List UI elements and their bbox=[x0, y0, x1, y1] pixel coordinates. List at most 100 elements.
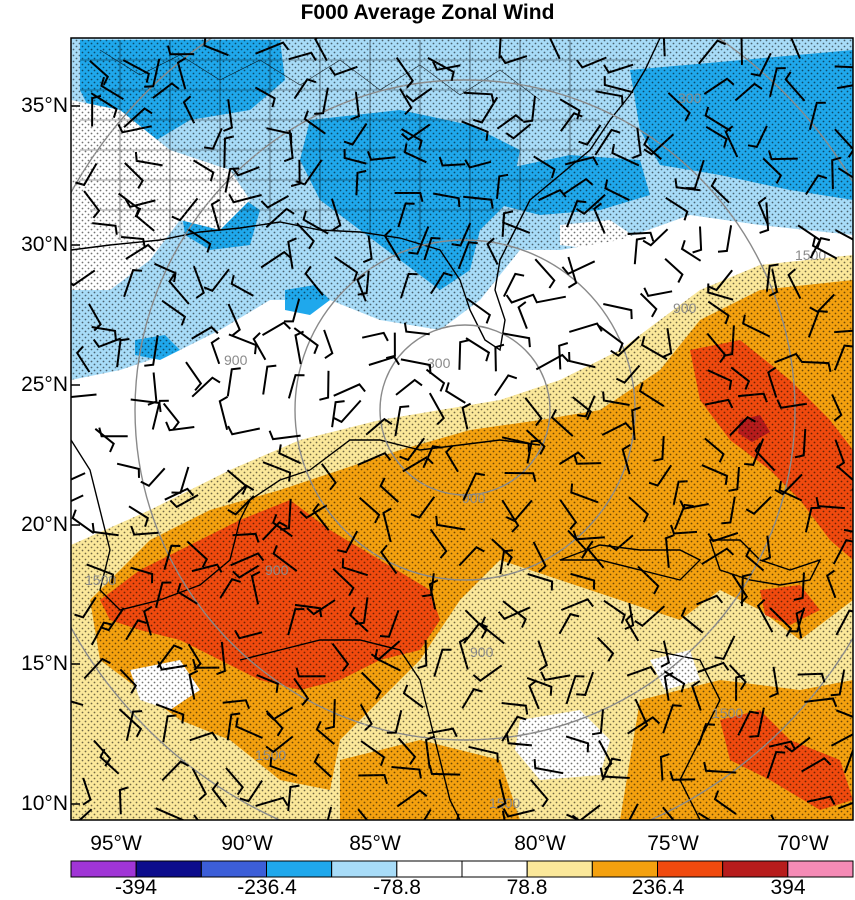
wind-barb bbox=[250, 571, 261, 605]
wind-barb bbox=[320, 463, 337, 491]
wind-barb bbox=[332, 567, 355, 597]
wind-barb bbox=[461, 120, 489, 141]
wind-barb bbox=[784, 736, 811, 753]
wind-barb bbox=[575, 194, 606, 215]
wind-barb bbox=[163, 544, 181, 570]
wind-barb bbox=[664, 257, 684, 283]
wind-barb bbox=[797, 672, 826, 683]
wind-barb bbox=[323, 329, 334, 360]
wind-barb bbox=[331, 400, 345, 428]
wind-barb bbox=[427, 727, 458, 738]
wind-barb bbox=[299, 504, 328, 519]
wind-barb bbox=[769, 607, 793, 637]
wind-barb bbox=[517, 301, 528, 329]
wind-barb bbox=[473, 96, 499, 124]
wind-barb bbox=[176, 582, 198, 605]
wind-barb bbox=[468, 745, 499, 763]
wind-barb bbox=[804, 506, 821, 533]
wind-barb bbox=[71, 700, 84, 707]
wind-barb bbox=[319, 370, 330, 401]
wind-barb bbox=[438, 156, 466, 167]
wind-barb bbox=[128, 505, 149, 527]
wind-barb bbox=[595, 90, 624, 106]
wind-barb bbox=[745, 547, 765, 572]
wind-barb bbox=[98, 427, 128, 438]
wind-barb bbox=[295, 159, 323, 186]
wind-barb bbox=[729, 416, 756, 437]
wind-barb bbox=[680, 607, 704, 634]
wind-barb bbox=[333, 399, 362, 424]
wind-barb bbox=[391, 766, 422, 779]
wind-barb bbox=[232, 532, 260, 543]
wind-barb bbox=[165, 421, 195, 432]
wind-barb bbox=[256, 674, 279, 693]
wind-barb bbox=[152, 82, 180, 99]
wind-barb bbox=[734, 82, 763, 102]
wind-barb bbox=[599, 767, 630, 779]
wind-barb bbox=[119, 668, 138, 694]
wind-barb bbox=[402, 684, 424, 709]
ring-label: 1500 bbox=[85, 572, 116, 588]
wind-barb bbox=[615, 364, 641, 384]
wind-barb bbox=[501, 702, 529, 715]
wind-barb bbox=[130, 525, 159, 536]
ring-label: 1500 bbox=[255, 747, 286, 763]
wind-barb bbox=[324, 699, 336, 730]
wind-barb bbox=[176, 57, 187, 90]
wind-barb bbox=[602, 391, 630, 406]
wind-barb bbox=[306, 599, 336, 616]
wind-barb bbox=[457, 241, 478, 270]
wind-barb bbox=[154, 262, 177, 283]
wind-barb bbox=[219, 578, 241, 599]
wind-barb bbox=[565, 200, 587, 228]
wind-barb bbox=[497, 606, 531, 621]
stipple-north bbox=[71, 38, 853, 380]
wind-barb bbox=[663, 670, 686, 693]
wind-barb bbox=[123, 107, 153, 128]
wind-barb bbox=[573, 454, 602, 465]
wind-barb bbox=[268, 430, 301, 441]
wind-barb bbox=[627, 716, 661, 735]
wind-barb bbox=[260, 250, 292, 269]
wind-barb bbox=[665, 196, 689, 221]
wind-barb bbox=[834, 65, 853, 69]
wind-barb bbox=[790, 38, 801, 59]
wind-barb bbox=[696, 594, 724, 606]
wind-barb bbox=[465, 337, 491, 362]
wind-barb bbox=[586, 540, 605, 569]
wind-barb bbox=[464, 159, 492, 169]
wind-barb bbox=[425, 735, 435, 769]
wind-barb bbox=[834, 329, 853, 334]
wind-barb bbox=[192, 159, 215, 182]
wind-barb bbox=[664, 534, 675, 568]
wind-barb bbox=[355, 169, 367, 196]
wind-barb bbox=[405, 87, 433, 103]
wind-barb bbox=[576, 56, 607, 69]
wind-barb bbox=[295, 667, 326, 678]
colorbar-swatch bbox=[591, 860, 658, 878]
wind-barb bbox=[89, 60, 110, 86]
wind-barb bbox=[216, 641, 226, 676]
wind-barb bbox=[265, 735, 294, 754]
wind-barb bbox=[767, 366, 778, 398]
wind-barb bbox=[784, 71, 806, 102]
wind-barb bbox=[637, 565, 660, 595]
wind-barb bbox=[171, 197, 199, 222]
colorbar-label: 394 bbox=[770, 876, 806, 899]
wind-barb bbox=[123, 269, 143, 298]
wind-barb bbox=[91, 326, 117, 340]
wind-barb bbox=[662, 704, 682, 734]
wind-barb bbox=[397, 202, 415, 228]
wind-barb bbox=[191, 325, 219, 340]
wind-barb bbox=[294, 603, 323, 618]
wind-barb bbox=[395, 57, 414, 89]
wind-barb bbox=[533, 155, 556, 179]
wind-barb bbox=[628, 803, 639, 820]
wind-barb bbox=[266, 706, 294, 721]
wind-barb bbox=[624, 613, 640, 642]
wind-barb bbox=[357, 451, 392, 466]
wind-barb bbox=[653, 436, 665, 462]
wind-barb bbox=[423, 808, 432, 820]
state-borders bbox=[80, 40, 640, 260]
wind-barb bbox=[71, 509, 95, 535]
